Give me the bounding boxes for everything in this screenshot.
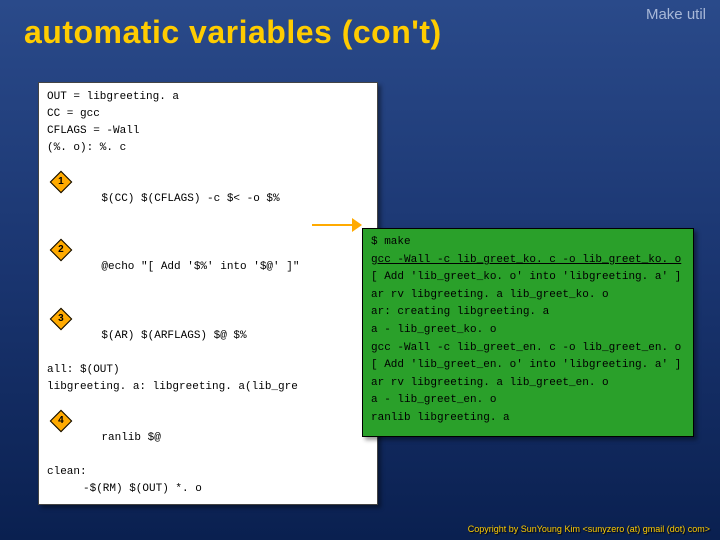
term-line: a - lib_greet_ko. o xyxy=(371,322,685,340)
callout-marker: 3 xyxy=(50,307,73,330)
term-line: [ Add 'lib_greet_en. o' into 'libgreetin… xyxy=(371,357,685,375)
code-line: 3 $(AR) $(ARFLAGS) $@ $% xyxy=(47,294,369,362)
term-line: ar rv libgreeting. a lib_greet_ko. o xyxy=(371,287,685,305)
term-line: [ Add 'lib_greet_ko. o' into 'libgreetin… xyxy=(371,269,685,287)
callout-marker: 2 xyxy=(50,239,73,262)
code-text: $(AR) $(ARFLAGS) $@ $% xyxy=(101,330,246,342)
code-line: all: $(OUT) xyxy=(47,362,369,379)
term-line: gcc -Wall -c lib_greet_en. c -o lib_gree… xyxy=(371,340,685,358)
term-line: ar rv libgreeting. a lib_greet_en. o xyxy=(371,375,685,393)
term-line: a - lib_greet_en. o xyxy=(371,392,685,410)
code-line: CFLAGS = -Wall xyxy=(47,123,369,140)
code-line: OUT = libgreeting. a xyxy=(47,89,369,106)
code-text: @echo "[ Add '$%' into '$@' ]" xyxy=(101,261,299,273)
code-text: ranlib $@ xyxy=(101,432,160,444)
code-line: 4 ranlib $@ xyxy=(47,396,369,464)
code-line: -$(RM) $(OUT) *. o xyxy=(47,481,369,498)
makefile-code-box: OUT = libgreeting. a CC = gcc CFLAGS = -… xyxy=(38,82,378,505)
code-line: libgreeting. a: libgreeting. a(lib_gre xyxy=(47,379,369,396)
code-line: 2 @echo "[ Add '$%' into '$@' ]" xyxy=(47,225,369,293)
callout-marker: 1 xyxy=(50,171,73,194)
term-line: ranlib libgreeting. a xyxy=(371,410,685,428)
arrow-icon xyxy=(312,220,362,230)
code-line: (%. o): %. c xyxy=(47,140,369,157)
copyright-footer: Copyright by SunYoung Kim <sunyzero (at)… xyxy=(468,524,710,534)
code-line: 1 $(CC) $(CFLAGS) -c $< -o $% xyxy=(47,157,369,225)
term-line: gcc -Wall -c lib_greet_ko. c -o lib_gree… xyxy=(371,252,685,270)
header-label: Make util xyxy=(646,6,706,23)
term-line: $ make xyxy=(371,234,685,252)
code-line: CC = gcc xyxy=(47,106,369,123)
code-text: $(CC) $(CFLAGS) -c $< -o $% xyxy=(101,193,279,205)
code-line: clean: xyxy=(47,464,369,481)
callout-marker: 4 xyxy=(50,410,73,433)
term-line: ar: creating libgreeting. a xyxy=(371,304,685,322)
terminal-output-box: $ make gcc -Wall -c lib_greet_ko. c -o l… xyxy=(362,228,694,437)
slide-title: automatic variables (con't) xyxy=(0,0,720,51)
